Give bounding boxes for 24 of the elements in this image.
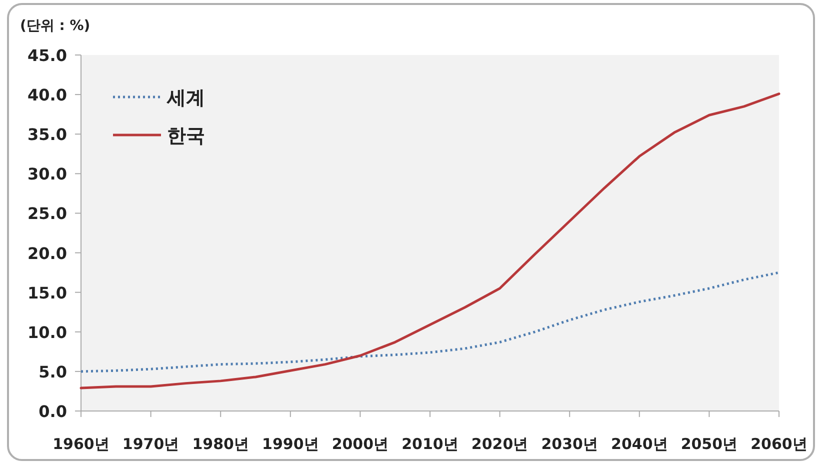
y-tick-label: 45.0 xyxy=(28,46,67,65)
x-tick-label: 2020년 xyxy=(471,435,528,453)
y-tick-label: 25.0 xyxy=(28,204,67,224)
legend-label: 세계 xyxy=(166,87,205,109)
x-tick-label: 1990년 xyxy=(262,435,319,453)
x-tick-label: 2060년 xyxy=(750,435,808,453)
x-tick-label: 1960년 xyxy=(52,435,110,453)
y-tick-label: 10.0 xyxy=(28,322,67,342)
y-tick-label: 5.0 xyxy=(38,362,67,382)
x-tick-label: 1970년 xyxy=(122,435,180,453)
chart-title: (단위 : %) xyxy=(20,18,90,34)
x-tick-label: 2050년 xyxy=(680,435,738,453)
x-tick-label: 2030년 xyxy=(541,435,598,453)
y-tick-label: 0.0 xyxy=(38,402,67,421)
y-tick-label: 20.0 xyxy=(28,244,67,263)
y-tick-label: 30.0 xyxy=(28,164,67,184)
x-tick-label: 1980년 xyxy=(192,435,249,453)
x-tick-label: 2040년 xyxy=(611,435,668,453)
y-tick-label: 15.0 xyxy=(28,283,67,302)
legend-label: 한국 xyxy=(167,125,205,147)
y-tick-label: 40.0 xyxy=(28,86,67,105)
x-tick-label: 2000년 xyxy=(332,435,389,453)
x-tick-label: 2010년 xyxy=(402,435,458,453)
y-tick-label: 35.0 xyxy=(28,125,67,144)
